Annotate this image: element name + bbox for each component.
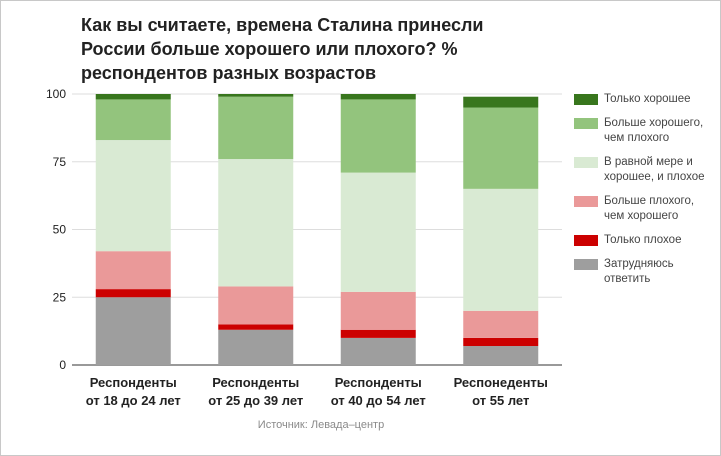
legend-label: В равной мере и хорошее, и плохое xyxy=(604,156,705,183)
bar-segment xyxy=(340,99,416,173)
chart-source: Источник: Левада–центр xyxy=(257,419,385,431)
bar-segment xyxy=(340,337,416,365)
x-category-label: Респонденты от 25 до 39 лет xyxy=(208,375,303,408)
bar-segment xyxy=(218,286,294,325)
x-category-line: от 55 лет xyxy=(472,393,529,408)
y-tick-label: 0 xyxy=(59,358,66,372)
y-tick-label: 75 xyxy=(53,155,67,169)
legend-item: Больше хорошего, чем плохого xyxy=(574,116,714,146)
x-category-label: Респонденты от 40 до 54 лет xyxy=(331,375,426,408)
x-category-line: Респонденты xyxy=(90,375,177,390)
x-category-line: от 40 до 54 лет xyxy=(331,393,426,408)
legend-swatch xyxy=(574,259,598,270)
chart-legend: Только хорошее Больше хорошего, чем плохо… xyxy=(574,92,714,296)
bar-segment xyxy=(340,329,416,338)
legend-label: Больше плохого, чем хорошего xyxy=(604,195,695,222)
bar-segment xyxy=(218,96,294,160)
x-category-label: Респонедeнты от 55 лет xyxy=(454,375,548,408)
legend-label: Только плохое xyxy=(604,234,682,246)
legend-label: Больше хорошего, чем плохого xyxy=(604,117,704,144)
x-category-line: Респонденты xyxy=(212,375,299,390)
x-category-label: Респонденты от 18 до 24 лет xyxy=(86,375,181,408)
x-category-line: от 25 до 39 лет xyxy=(208,393,303,408)
legend-item: Только хорошее xyxy=(574,92,714,107)
bar-segment xyxy=(95,289,171,298)
y-tick-labels: 0 25 50 75 100 xyxy=(46,87,66,372)
bar-segment xyxy=(463,107,539,189)
bar-segment xyxy=(340,172,416,292)
y-tick-label: 50 xyxy=(53,223,67,237)
bar-segment xyxy=(95,251,171,290)
legend-swatch xyxy=(574,157,598,168)
chart-title: Как вы считаете, времена Сталина принесл… xyxy=(81,15,484,83)
y-tick-label: 25 xyxy=(53,290,67,304)
bar-stacks xyxy=(95,94,539,365)
legend-swatch xyxy=(574,235,598,246)
x-category-labels: Респонденты от 18 до 24 лет Респонденты от … xyxy=(86,375,548,408)
bar-segment xyxy=(463,337,539,347)
x-category-line: от 18 до 24 лет xyxy=(86,393,181,408)
bar-segment xyxy=(218,94,294,97)
bar-segment xyxy=(218,324,294,330)
legend-item: Затрудняюсь ответить xyxy=(574,257,714,287)
legend-item: Только плохое xyxy=(574,233,714,248)
bar-segment xyxy=(340,94,416,100)
bar-segment xyxy=(95,94,171,100)
y-tick-label: 100 xyxy=(46,87,66,101)
bar-segment xyxy=(218,329,294,365)
legend-label: Затрудняюсь ответить xyxy=(604,258,674,285)
bar-segment xyxy=(95,140,171,252)
legend-item: Больше плохого, чем хорошего xyxy=(574,194,714,224)
legend-item: В равной мере и хорошее, и плохое xyxy=(574,155,714,185)
legend-swatch xyxy=(574,94,598,105)
bar-segment xyxy=(340,291,416,330)
x-category-line: Респонедeнты xyxy=(454,375,548,390)
bar-segment xyxy=(463,310,539,338)
bar-segment xyxy=(218,159,294,287)
bar-segment xyxy=(463,188,539,311)
legend-swatch xyxy=(574,196,598,207)
bar-segment xyxy=(95,99,171,141)
bar-segment xyxy=(463,346,539,365)
bar-segment xyxy=(95,297,171,365)
bar-segment xyxy=(463,96,539,108)
legend-swatch xyxy=(574,118,598,129)
x-category-line: Респонденты xyxy=(335,375,422,390)
legend-label: Только хорошее xyxy=(604,93,691,105)
